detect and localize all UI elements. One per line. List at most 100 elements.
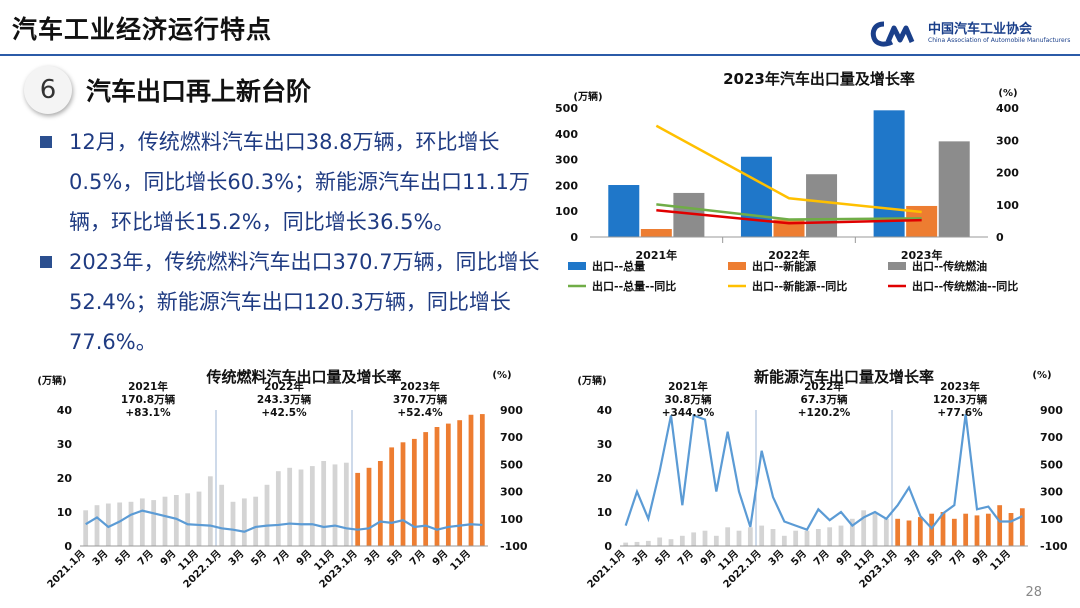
- year-annotation: 120.3万辆: [933, 393, 988, 406]
- annual-export-chart: 2023年汽车出口量及增长率 (万辆) (%) 0 100 200 300 400 500 0 10…: [555, 70, 1019, 293]
- legend-label: 出口--新能源: [752, 259, 816, 273]
- x-tick-label: 5月: [789, 548, 809, 568]
- logo-name-en: China Association of Automobile Manufact…: [928, 37, 1071, 44]
- x-tick-label: 7月: [271, 548, 291, 568]
- monthly-bar: [702, 530, 708, 546]
- x-tick-label: 5月: [385, 548, 405, 568]
- y-tick-label: 200: [555, 179, 578, 192]
- monthly-bar: [634, 541, 640, 546]
- x-tick-label: 3月: [766, 548, 786, 568]
- legend-label: 出口--新能源--同比: [752, 279, 847, 293]
- bullet-square-icon: [40, 256, 52, 268]
- x-tick-label: 7月: [135, 548, 155, 568]
- monthly-bar: [219, 484, 225, 546]
- year-annotation: +77.6%: [937, 407, 983, 419]
- year-annotation: 2023年: [940, 380, 980, 393]
- year-annotation: 2021年: [128, 380, 168, 393]
- x-tick-label: 3月: [902, 548, 922, 568]
- right-axis-unit: (%): [492, 370, 511, 381]
- y2-tick-label: 400: [996, 102, 1019, 115]
- y-tick-label: 20: [597, 472, 613, 485]
- monthly-bar: [691, 532, 697, 546]
- year-annotation: +83.1%: [125, 407, 171, 419]
- bar-出口--传统燃油: [806, 174, 838, 237]
- legend-label: 出口--总量: [592, 259, 645, 273]
- monthly-bar: [725, 527, 731, 546]
- monthly-bar: [445, 423, 451, 546]
- y2-tick-label: 200: [996, 167, 1019, 180]
- monthly-bar: [162, 496, 168, 546]
- y-tick-label: 400: [555, 128, 578, 141]
- monthly-bar: [940, 512, 946, 546]
- monthly-bar: [793, 530, 799, 546]
- monthly-bar: [309, 466, 315, 546]
- page-header-title: 汽车工业经济运行特点: [12, 15, 273, 44]
- y-tick-label: 10: [57, 506, 73, 519]
- right-axis-unit: (%): [1032, 370, 1051, 381]
- year-annotation: 30.8万辆: [665, 393, 712, 406]
- bar-出口--总量: [740, 156, 772, 237]
- bar-出口--总量: [873, 110, 905, 237]
- monthly-bar: [207, 476, 213, 546]
- monthly-bar: [128, 501, 134, 546]
- monthly-bar: [1008, 513, 1014, 546]
- y2-tick-label: 100: [500, 513, 523, 526]
- monthly-bar: [151, 500, 157, 546]
- bullet-item: 2023年，传统燃料汽车出口370.7万辆，同比增长52.4%；新能源汽车出口1…: [40, 242, 540, 362]
- section-number-badge: 6: [24, 66, 72, 114]
- monthly-bar: [196, 491, 202, 546]
- monthly-bar: [468, 414, 474, 546]
- left-axis-unit: (万辆): [37, 374, 66, 387]
- monthly-bar: [770, 529, 776, 546]
- monthly-bar: [434, 427, 440, 546]
- monthly-bar: [861, 510, 867, 546]
- monthly-bar: [815, 529, 821, 546]
- caam-logo-mark: [870, 21, 915, 47]
- bar-出口--传统燃油: [938, 141, 970, 237]
- bullet-text: 2023年，传统燃料汽车出口370.7万辆，同比增长52.4%；新能源汽车出口1…: [69, 250, 540, 354]
- chart-title: 新能源汽车出口量及增长率: [754, 368, 934, 386]
- legend-swatch: [888, 262, 906, 270]
- monthly-bar: [275, 471, 281, 546]
- monthly-bar: [1019, 508, 1025, 546]
- x-tick-label: 7月: [407, 548, 427, 568]
- year-annotation: 2022年: [264, 380, 304, 393]
- monthly-bar: [974, 515, 980, 546]
- x-tick-label: 5月: [925, 548, 945, 568]
- bullet-square-icon: [40, 136, 52, 148]
- y-tick-label: 0: [64, 540, 72, 553]
- monthly-bar: [264, 484, 270, 546]
- bullet-text: 12月，传统燃料汽车出口38.8万辆，环比增长0.5%，同比增长60.3%；新能…: [69, 130, 530, 234]
- y-tick-label: 30: [57, 438, 73, 451]
- monthly-bar: [105, 503, 111, 546]
- monthly-bar: [713, 535, 719, 546]
- y-tick-label: 40: [597, 404, 613, 417]
- monthly-bar: [781, 535, 787, 546]
- y-tick-label: 300: [555, 154, 578, 167]
- bar-出口--总量: [608, 185, 640, 237]
- monthly-bar: [253, 496, 259, 546]
- x-tick-label: 5月: [653, 548, 673, 568]
- legend-label: 出口--传统燃油--同比: [912, 279, 1018, 293]
- monthly-bar: [963, 513, 969, 546]
- y2-tick-label: 0: [996, 231, 1004, 244]
- monthly-bar: [759, 525, 765, 546]
- legend-label: 出口--传统燃油: [912, 259, 987, 273]
- traditional-export-chart: 传统燃料汽车出口量及增长率 (万辆) (%) 0 10 20 30 40 -100 100 300 5…: [37, 368, 527, 590]
- year-annotation: 2022年: [804, 380, 844, 393]
- year-annotation: +42.5%: [261, 407, 307, 419]
- y2-tick-label: 500: [1040, 458, 1063, 471]
- y-tick-label: 0: [570, 231, 578, 244]
- monthly-bar: [83, 510, 89, 546]
- chart-title: 2023年汽车出口量及增长率: [723, 70, 915, 88]
- logo-name-cn: 中国汽车工业协会: [928, 22, 1033, 37]
- monthly-bar: [623, 542, 629, 546]
- x-category-label: 2021年: [636, 248, 678, 262]
- line-出口--新能源--同比: [655, 124, 922, 214]
- monthly-bar: [117, 502, 123, 546]
- x-tick-label: 5月: [113, 548, 133, 568]
- monthly-bar: [366, 467, 372, 546]
- monthly-bar: [321, 461, 327, 546]
- monthly-bar: [457, 420, 463, 546]
- x-category-label: 2023年: [901, 248, 943, 262]
